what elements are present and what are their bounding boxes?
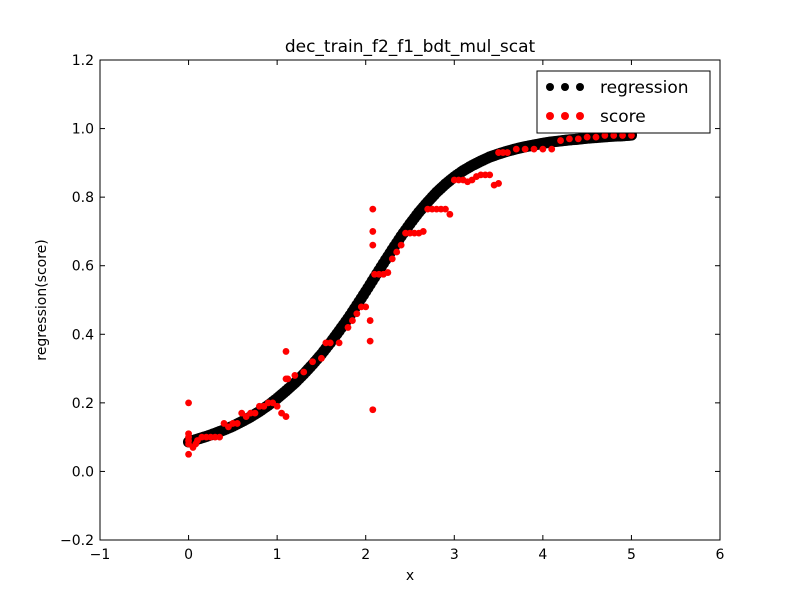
y-tick-label: 1.2: [72, 53, 94, 69]
score-point: [344, 324, 352, 331]
score-point: [282, 348, 290, 355]
score-point: [216, 433, 223, 441]
score-point: [384, 269, 392, 276]
x-tick-label: −1: [90, 547, 111, 563]
y-tick-label: 0.2: [72, 396, 94, 412]
score-point: [442, 205, 449, 213]
score-point: [366, 337, 374, 345]
score-point: [369, 228, 377, 235]
score-point: [619, 132, 626, 139]
score-point: [566, 135, 573, 143]
score-point: [628, 132, 635, 139]
legend-marker-score: [576, 112, 584, 120]
score-point: [512, 145, 520, 153]
score-point: [574, 135, 582, 143]
score-point: [369, 241, 377, 249]
legend-label-score: score: [600, 107, 646, 127]
score-point: [601, 132, 609, 139]
score-point: [495, 180, 502, 187]
score-point: [539, 145, 547, 153]
score-point: [557, 137, 564, 144]
score-point: [251, 409, 259, 417]
chart-title: dec_train_f2_f1_bdt_mul_scat: [285, 37, 536, 57]
score-point: [185, 399, 192, 407]
score-point: [521, 145, 529, 153]
legend-marker-regression: [576, 83, 584, 91]
score-point: [309, 358, 316, 366]
y-axis-label: regression(score): [34, 239, 50, 360]
score-point: [583, 133, 591, 141]
x-tick-label: 4: [538, 547, 547, 563]
x-tick-label: 5: [627, 547, 636, 563]
score-point: [185, 450, 192, 458]
score-point: [393, 248, 401, 256]
score-point: [369, 205, 377, 213]
x-tick-label: 2: [361, 547, 370, 563]
score-point: [366, 317, 374, 324]
x-tick-label: 3: [450, 547, 459, 563]
score-point: [362, 303, 370, 311]
score-point: [273, 402, 281, 410]
score-point: [233, 420, 241, 427]
y-tick-label: 0.6: [72, 259, 94, 275]
score-point: [349, 317, 356, 324]
legend-marker-regression: [546, 83, 554, 91]
legend-box: [536, 70, 711, 134]
y-tick-label: 0.0: [72, 464, 94, 480]
y-tick-label: −0.2: [60, 533, 94, 549]
score-point: [335, 339, 343, 347]
plot-frame: [99, 59, 721, 541]
legend-marker-score: [546, 112, 554, 120]
x-axis-label: x: [406, 568, 414, 584]
score-point: [610, 132, 618, 139]
score-point: [530, 145, 538, 153]
score-point: [592, 133, 600, 141]
x-tick-label: 1: [273, 547, 282, 563]
y-tick-label: 0.8: [72, 190, 94, 206]
score-point: [353, 310, 361, 318]
score-point: [419, 228, 427, 235]
legend-marker-score: [561, 112, 569, 120]
y-tick-label: 1.0: [72, 122, 94, 138]
score-point: [291, 372, 299, 379]
y-tick-label: 0.4: [72, 327, 94, 343]
x-tick-label: 0: [184, 547, 193, 563]
score-point: [504, 149, 511, 156]
legend-label-regression: regression: [600, 78, 689, 98]
score-point: [318, 354, 325, 362]
score-point: [548, 145, 556, 153]
score-point: [284, 375, 292, 383]
score-point: [282, 413, 290, 420]
legend-marker-regression: [561, 83, 569, 91]
score-point: [369, 406, 377, 414]
score-point: [388, 255, 396, 263]
score-point: [326, 339, 334, 347]
score-point: [446, 210, 454, 218]
x-tick-label: 6: [716, 547, 725, 563]
score-point: [486, 171, 494, 179]
score-point: [300, 368, 308, 376]
score-point: [397, 241, 405, 249]
plot-area: −1 0 1 2 3 4 5 6 −0.2 0.0 0.2 0.4 0.6 0.8 1.0 1.2 regres…: [60, 53, 725, 563]
